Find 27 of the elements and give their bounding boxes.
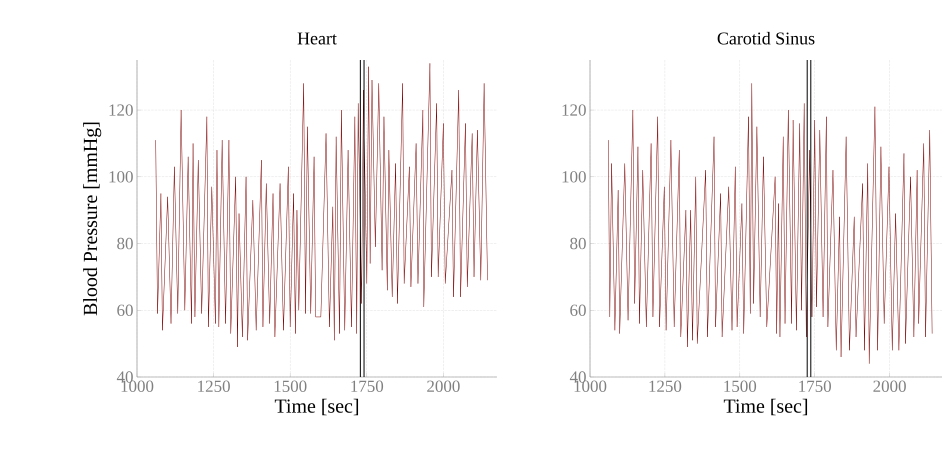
x-tick-label: 1000	[122, 380, 154, 392]
x-axis-title: Time [sec]	[724, 398, 808, 416]
x-tick-label: 1000	[574, 380, 606, 392]
line-series	[155, 63, 488, 348]
x-tick-label: 2000	[427, 380, 460, 392]
y-tick-label: 100	[110, 171, 133, 183]
x-tick-label: 1250	[649, 380, 682, 392]
y-tick-label: 40	[116, 371, 133, 383]
x-tick-label: 1750	[351, 380, 384, 392]
x-axis-title: Time [sec]	[274, 398, 358, 416]
x-tick-label: 1500	[724, 380, 756, 392]
y-tick-label: 60	[570, 304, 586, 316]
chart-title: Heart	[298, 32, 337, 44]
y-axis-title: Blood Pressure [mmHg]	[83, 122, 102, 316]
y-tick-label: 120	[110, 104, 133, 116]
y-tick-label: 100	[562, 171, 586, 183]
line-series	[608, 83, 932, 364]
chart-title: Carotid Sinus	[718, 32, 814, 44]
x-tick-label: 1500	[274, 380, 306, 392]
y-tick-label: 40	[570, 371, 586, 383]
y-tick-label: 60	[117, 304, 133, 316]
x-tick-label: 1250	[198, 380, 230, 392]
x-tick-label: 2000	[873, 380, 906, 392]
y-tick-label: 120	[562, 104, 586, 116]
y-tick-label: 80	[117, 238, 133, 250]
y-tick-label: 80	[570, 238, 586, 250]
x-tick-label: 1750	[799, 380, 831, 392]
